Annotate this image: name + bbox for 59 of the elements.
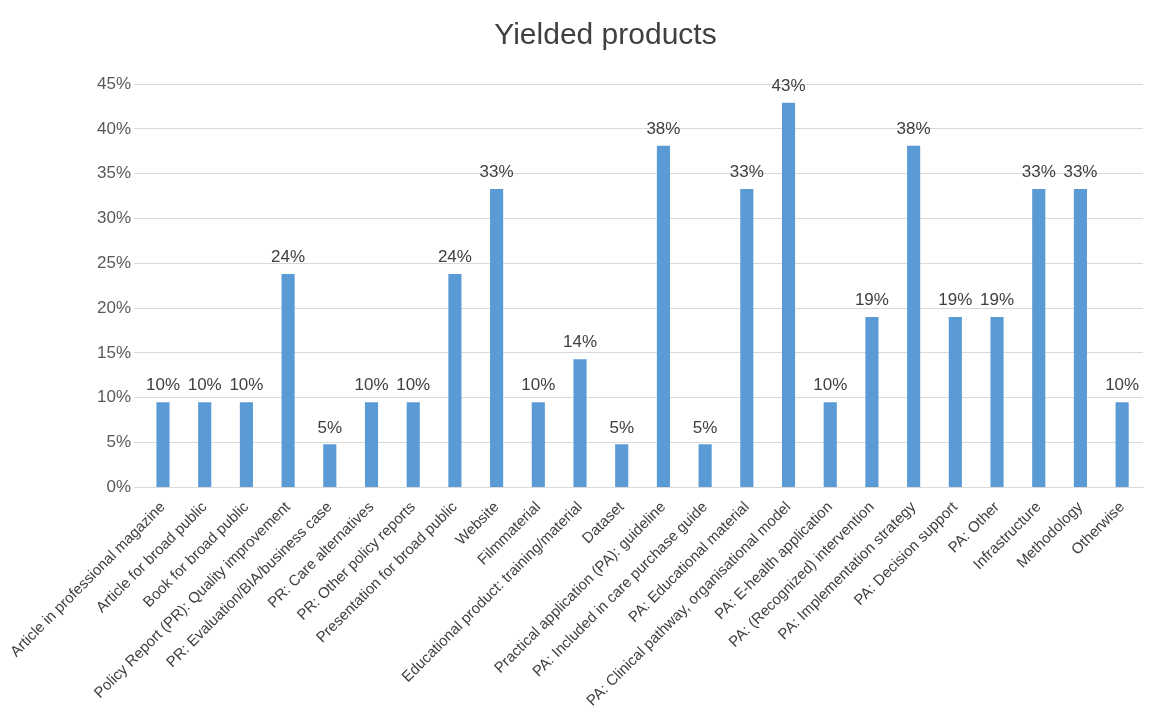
data-label: 10% bbox=[813, 375, 848, 395]
data-label: 14% bbox=[563, 332, 598, 352]
y-tick-label: 15% bbox=[97, 342, 132, 362]
y-tick-label: 45% bbox=[97, 73, 132, 93]
bar bbox=[865, 317, 879, 487]
data-label: 5% bbox=[609, 417, 635, 437]
data-label: 33% bbox=[1021, 162, 1056, 182]
y-tick-label: 5% bbox=[106, 432, 132, 452]
data-label: 33% bbox=[729, 162, 764, 182]
data-label: 5% bbox=[692, 417, 718, 437]
data-label: 10% bbox=[396, 375, 431, 395]
bar bbox=[990, 317, 1004, 487]
bar bbox=[364, 402, 379, 487]
bar bbox=[656, 145, 670, 487]
bar bbox=[573, 359, 587, 487]
data-label: 19% bbox=[854, 290, 889, 310]
bar bbox=[448, 274, 462, 487]
bar bbox=[531, 402, 545, 487]
bar bbox=[698, 444, 712, 487]
bar bbox=[281, 274, 295, 487]
data-label: 19% bbox=[980, 290, 1015, 310]
data-label: 38% bbox=[896, 119, 931, 139]
bar bbox=[740, 188, 754, 487]
data-label: 33% bbox=[479, 162, 514, 182]
bar bbox=[406, 402, 420, 487]
data-label: 10% bbox=[229, 375, 264, 395]
bar bbox=[1115, 402, 1129, 487]
bar bbox=[907, 145, 921, 487]
bar bbox=[1073, 188, 1088, 487]
bar bbox=[823, 402, 837, 487]
bar bbox=[323, 444, 337, 487]
y-tick-label: 0% bbox=[106, 477, 132, 497]
bar bbox=[198, 402, 212, 487]
y-tick-label: 30% bbox=[97, 208, 132, 228]
bar bbox=[156, 402, 170, 487]
data-label: 43% bbox=[771, 76, 806, 96]
y-tick-label: 20% bbox=[97, 297, 132, 317]
y-tick-label: 25% bbox=[97, 252, 132, 272]
chart-title: Yielded products bbox=[494, 17, 717, 51]
bar bbox=[948, 317, 962, 487]
bar bbox=[1032, 188, 1046, 487]
y-tick-label: 10% bbox=[97, 387, 132, 407]
data-label: 5% bbox=[317, 417, 343, 437]
data-label: 24% bbox=[271, 247, 306, 267]
bar bbox=[239, 402, 253, 487]
bar bbox=[781, 102, 796, 487]
data-label: 19% bbox=[938, 290, 973, 310]
data-label: 10% bbox=[354, 375, 389, 395]
data-label: 10% bbox=[1105, 375, 1140, 395]
bar bbox=[615, 444, 629, 487]
data-label: 33% bbox=[1063, 162, 1098, 182]
data-label: 38% bbox=[646, 119, 681, 139]
data-label: 10% bbox=[521, 375, 556, 395]
data-label: 24% bbox=[437, 247, 472, 267]
data-label: 10% bbox=[145, 375, 181, 395]
y-tick-label: 40% bbox=[97, 118, 132, 138]
bar bbox=[490, 188, 504, 487]
y-tick-label: 35% bbox=[97, 163, 132, 183]
data-label: 10% bbox=[187, 375, 222, 395]
